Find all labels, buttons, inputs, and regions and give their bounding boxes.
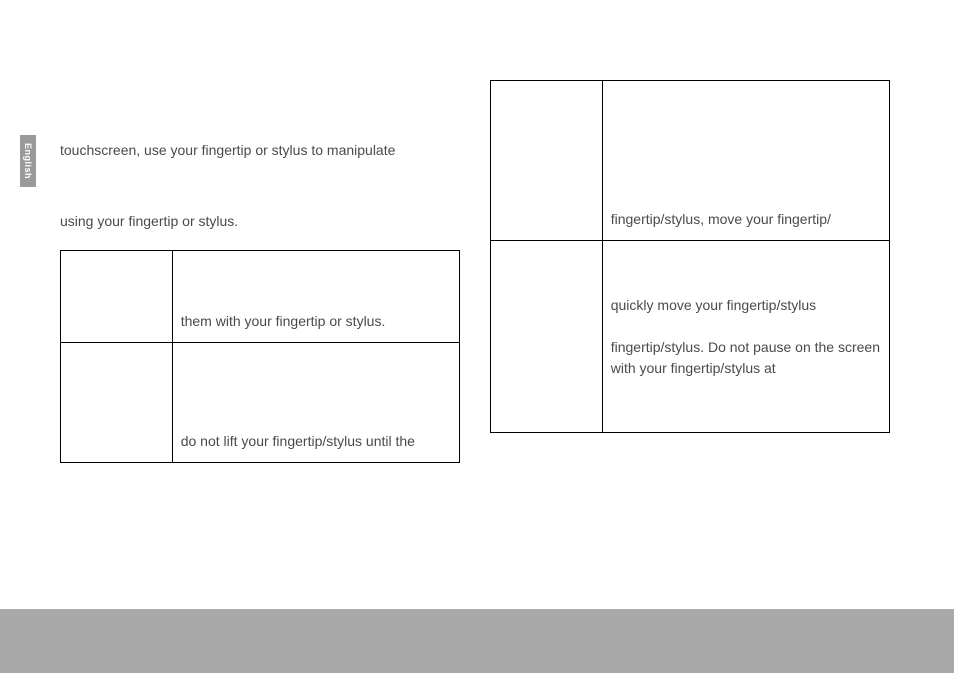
- table-row-desc: quickly move your fingertip/stylus finge…: [602, 241, 889, 433]
- table-row-desc: them with your fingertip or stylus.: [172, 251, 459, 343]
- gestures-table-right: fingertip/stylus, move your fingertip/ q…: [490, 80, 890, 433]
- right-column: fingertip/stylus, move your fingertip/ q…: [490, 80, 890, 463]
- table-row-desc: do not lift your fingertip/stylus until …: [172, 343, 459, 463]
- page-footer-bar: [0, 609, 954, 673]
- page-content: touchscreen, use your fingertip or stylu…: [60, 140, 890, 463]
- table-row-label: [61, 251, 173, 343]
- table-row-label: [61, 343, 173, 463]
- intro-para-2: using your fingertip or stylus.: [60, 211, 460, 232]
- table-row-desc: fingertip/stylus, move your fingertip/: [602, 81, 889, 241]
- table-row-label: [491, 241, 603, 433]
- intro-para-1: touchscreen, use your fingertip or stylu…: [60, 140, 460, 161]
- language-tab: English: [20, 135, 36, 187]
- gestures-table-left: them with your fingertip or stylus. do n…: [60, 250, 460, 463]
- table-row-label: [491, 81, 603, 241]
- left-column: touchscreen, use your fingertip or stylu…: [60, 140, 460, 463]
